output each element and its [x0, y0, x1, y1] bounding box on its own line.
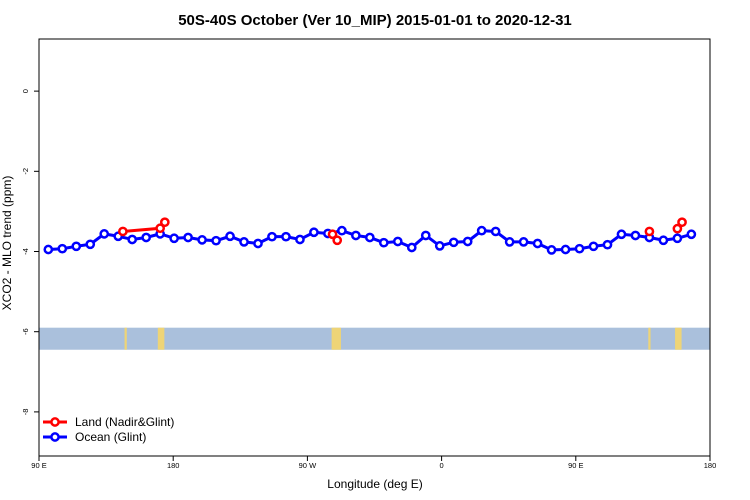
legend-marker-0 — [50, 417, 60, 427]
y-axis-label: XCO2 - MLO trend (ppm) — [0, 176, 14, 311]
map-strip — [39, 327, 710, 350]
ocean-point-40 — [602, 239, 613, 250]
ocean-point-17 — [281, 231, 291, 242]
ocean-point-41 — [616, 229, 627, 240]
x-tick-label-2: 90 W — [299, 461, 317, 470]
x-axis-label: Longitude (deg E) — [327, 477, 422, 491]
ocean-point-25 — [392, 236, 403, 247]
ocean-point-33 — [504, 237, 515, 247]
x-tick-label-5: 180 — [704, 461, 717, 470]
ocean-point-19 — [309, 227, 319, 238]
land-point-2 — [159, 217, 170, 228]
land-point-6 — [672, 223, 683, 234]
ocean-point-2 — [71, 241, 82, 252]
ocean-point-42 — [630, 230, 641, 241]
ocean-band — [39, 327, 710, 350]
ocean-point-22 — [351, 230, 361, 241]
series-layer — [43, 217, 697, 255]
ocean-point-26 — [406, 242, 417, 253]
land-patch-2 — [331, 327, 341, 350]
ocean-point-24 — [378, 237, 389, 248]
y-axis: 0 -2 -4 -6 -8 — [21, 89, 39, 415]
ocean-point-11 — [197, 235, 207, 245]
ocean-point-4 — [99, 229, 110, 239]
ocean-point-36 — [546, 245, 557, 255]
ocean-point-9 — [169, 233, 179, 244]
ocean-point-34 — [518, 237, 529, 247]
ocean-point-46 — [686, 229, 697, 240]
land-patch-0 — [124, 327, 127, 350]
land-patch-4 — [675, 327, 682, 350]
y-tick-label-2: -4 — [21, 248, 30, 255]
y-tick-label-4: -8 — [21, 409, 30, 416]
land-point-5 — [644, 226, 655, 237]
ocean-point-35 — [532, 238, 543, 249]
land-point-4 — [332, 235, 343, 246]
ocean-point-15 — [253, 238, 263, 249]
x-tick-label-0: 90 E — [31, 461, 46, 470]
ocean-point-0 — [43, 244, 54, 255]
chart-title: 50S-40S October (Ver 10_MIP) 2015-01-01 … — [178, 12, 572, 29]
y-tick-label-0: 0 — [21, 89, 30, 93]
legend: Land (Nadir&Glint)Ocean (Glint) — [43, 415, 174, 444]
ocean-point-38 — [574, 243, 585, 254]
legend-marker-1 — [50, 432, 60, 442]
x-tick-label-3: 0 — [440, 461, 444, 470]
ocean-point-16 — [267, 231, 277, 242]
ocean-point-29 — [448, 237, 459, 248]
ocean-point-39 — [588, 241, 599, 252]
land-point-7 — [677, 217, 687, 228]
legend-label-0: Land (Nadir&Glint) — [75, 415, 174, 429]
plot-frame — [38, 38, 711, 457]
ocean-point-3 — [85, 239, 96, 250]
land-patch-1 — [157, 327, 165, 350]
ocean-point-23 — [364, 232, 375, 243]
x-tick-label-4: 90 E — [568, 461, 583, 470]
ocean-point-28 — [434, 241, 445, 251]
ocean-point-12 — [211, 235, 221, 246]
ocean-point-45 — [672, 233, 683, 244]
ocean-point-7 — [141, 232, 152, 243]
y-tick-label-1: -2 — [21, 168, 30, 175]
ocean-point-31 — [476, 225, 487, 236]
ocean-point-44 — [658, 235, 669, 246]
y-tick-label-3: -6 — [21, 328, 30, 335]
x-axis: 90 E 180 90 W 0 90 E 180 — [31, 456, 716, 470]
ocean-point-14 — [239, 237, 249, 247]
ocean-point-1 — [57, 243, 68, 254]
ocean-point-30 — [462, 236, 473, 247]
ocean-point-21 — [337, 225, 347, 236]
land-patch-3 — [648, 327, 651, 350]
legend-label-1: Ocean (Glint) — [75, 430, 146, 444]
ocean-point-10 — [183, 232, 193, 243]
ocean-point-6 — [127, 234, 138, 245]
ocean-point-32 — [490, 226, 501, 237]
ocean-point-13 — [225, 231, 235, 242]
land-point-1 — [155, 223, 166, 234]
x-tick-label-1: 180 — [167, 461, 180, 470]
land-point-3 — [327, 229, 338, 240]
ocean-point-18 — [295, 234, 305, 245]
land-point-0 — [118, 226, 128, 237]
ocean-point-27 — [420, 230, 431, 241]
ocean-point-37 — [560, 244, 571, 255]
